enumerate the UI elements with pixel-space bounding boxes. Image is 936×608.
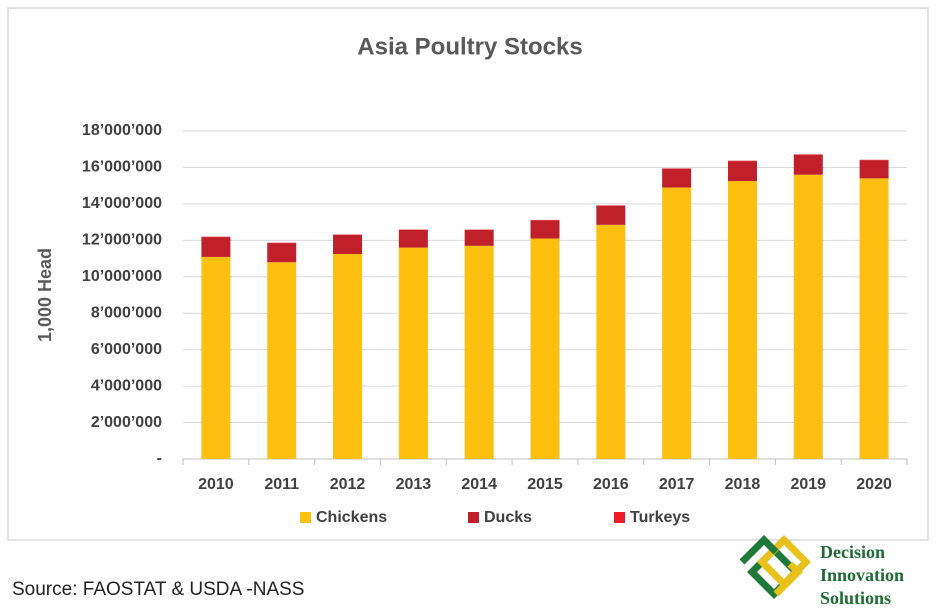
bar-segment (201, 256, 231, 459)
x-tick-label: 2018 (725, 476, 761, 493)
legend-label: Chickens (316, 509, 387, 526)
legend-swatch (614, 512, 625, 523)
y-tick-label: 6’000’000 (91, 341, 162, 358)
source: Source: FAOSTAT & USDA -NASS (12, 579, 304, 600)
legend-label: Ducks (484, 509, 532, 526)
bar-segment (859, 178, 889, 459)
bar-segment (662, 168, 692, 188)
x-tick-label: 2017 (659, 476, 695, 493)
x-tick-label: 2016 (593, 476, 629, 493)
legend-label: Turkeys (630, 509, 690, 526)
legend-swatch (468, 512, 479, 523)
legend-swatch (300, 512, 311, 523)
logo-text: Innovation (820, 565, 904, 585)
bar-segment (333, 234, 363, 254)
x-tick-label: 2013 (396, 476, 432, 493)
x-tick-label: 2010 (198, 476, 234, 493)
bar-segment (398, 247, 428, 459)
bar-segment (662, 187, 692, 459)
bar-segment (267, 243, 297, 263)
logo-mark (739, 535, 811, 599)
y-tick-label: 10’000’000 (82, 268, 162, 285)
x-tick-label: 2019 (790, 476, 826, 493)
x-tick-label: 2015 (527, 476, 563, 493)
y-tick-label: 2’000’000 (91, 414, 162, 431)
bar-segment (398, 229, 428, 248)
y-tick-label: 8’000’000 (91, 304, 162, 321)
bar-segment (464, 229, 494, 246)
bar-segment (793, 174, 823, 459)
bar-segment (530, 220, 560, 239)
y-tick-label: 4’000’000 (91, 377, 162, 394)
bar-segment (530, 238, 560, 459)
y-tick-label: 18’000’000 (82, 122, 162, 139)
y-tick-label: - (157, 450, 162, 467)
bar-segment (596, 205, 626, 225)
x-tick-label: 2020 (856, 476, 892, 493)
logo-text: Decision (820, 542, 885, 562)
bar-segment (201, 237, 231, 257)
y-axis-label: 1,000 Head (35, 248, 55, 342)
bar-segment (464, 245, 494, 459)
x-tick-label: 2012 (330, 476, 366, 493)
bar-segment (333, 254, 363, 459)
y-tick-label: 14’000’000 (82, 195, 162, 212)
bar-segment (859, 160, 889, 179)
x-tick-label: 2011 (264, 476, 299, 493)
bar-segment (596, 224, 626, 459)
logo-text: Solutions (820, 588, 891, 608)
chart-title: Asia Poultry Stocks (357, 33, 582, 60)
bar-segment (793, 154, 823, 175)
x-tick-label: 2014 (461, 476, 497, 493)
y-tick-label: 12’000’000 (82, 232, 162, 249)
bar-segment (267, 262, 297, 459)
bar-segment (727, 181, 757, 459)
y-tick-label: 16’000’000 (82, 159, 162, 176)
bar-segment (727, 161, 757, 182)
